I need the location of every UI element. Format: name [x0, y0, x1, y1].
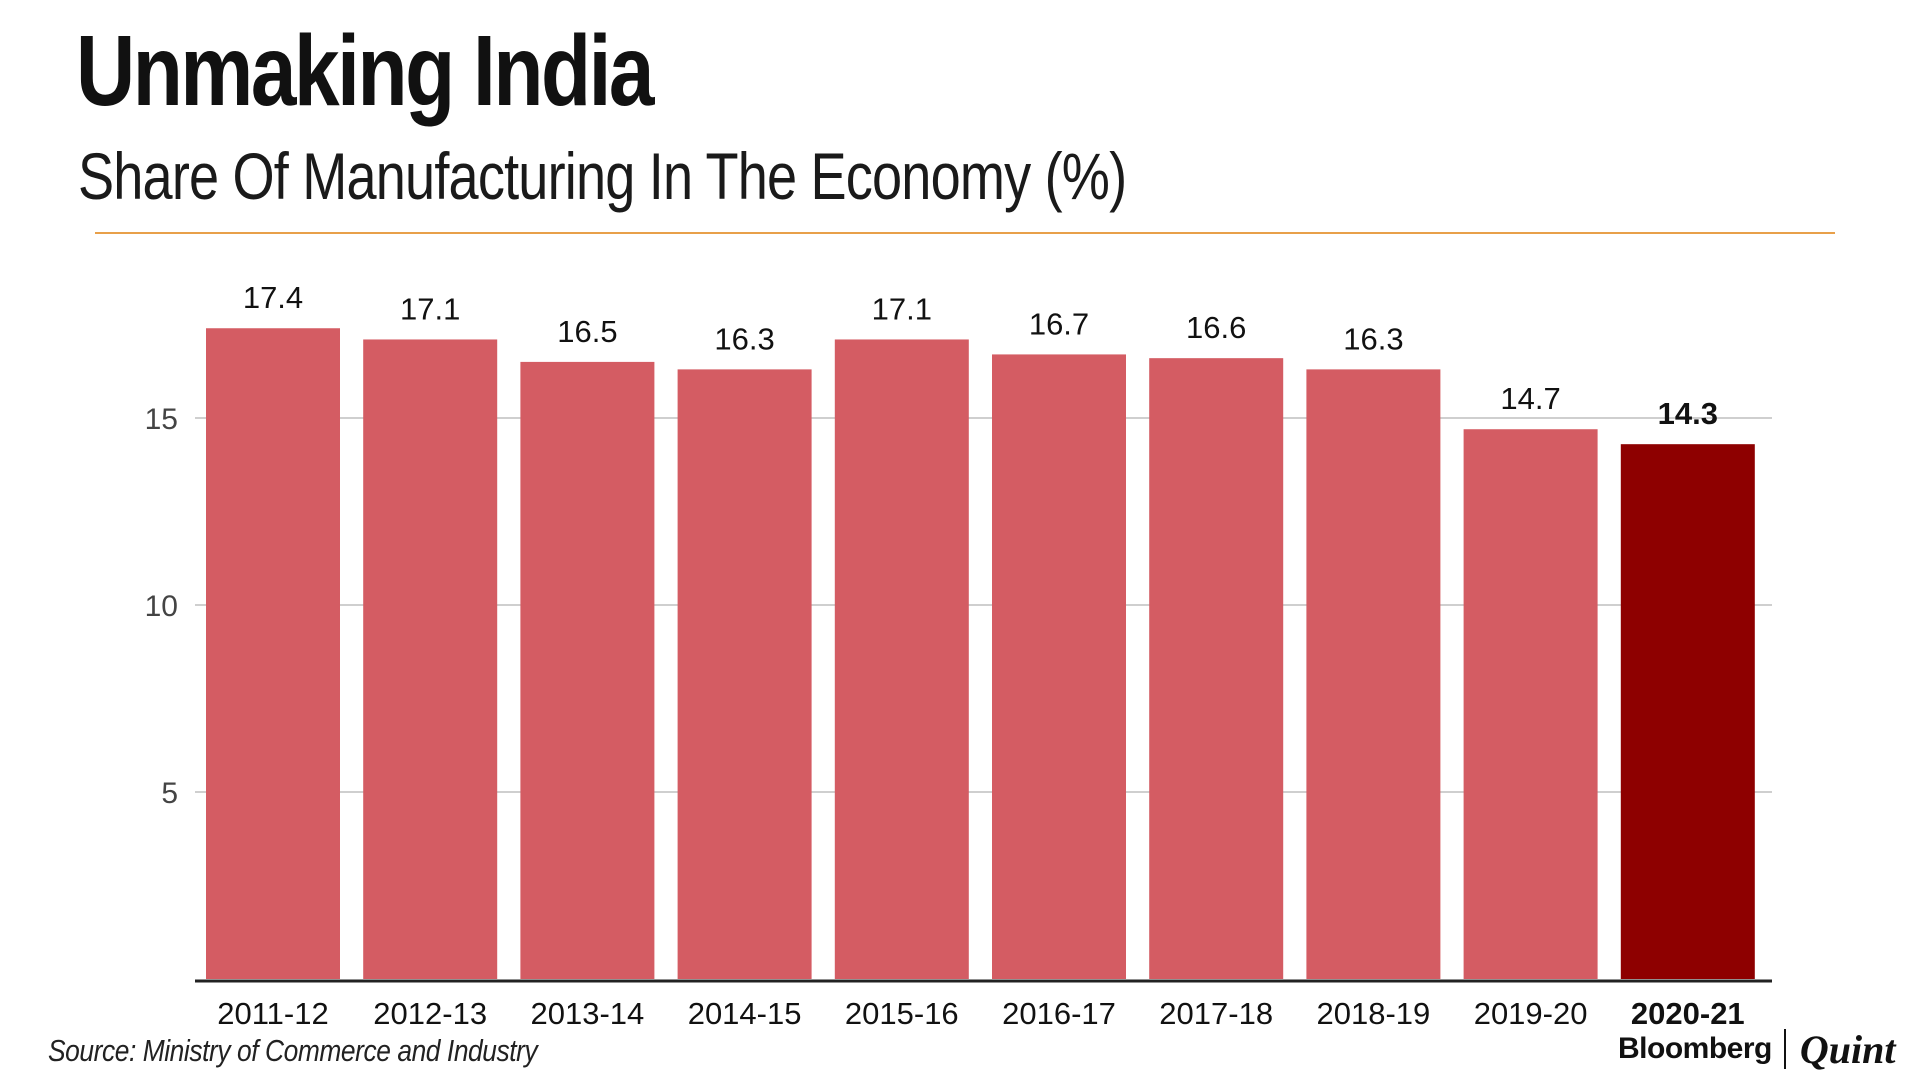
bar-2016-17 — [992, 354, 1126, 979]
bar-2013-14 — [520, 361, 655, 979]
bar-2018-19 — [1306, 369, 1441, 979]
data-label-2017-18: 16.6 — [1186, 310, 1246, 345]
bars — [206, 328, 1755, 980]
x-tick-label-2013-14: 2013-14 — [531, 996, 645, 1031]
title-divider — [95, 232, 1835, 234]
x-tick-label-2017-18: 2017-18 — [1159, 996, 1273, 1031]
y-axis-tick-labels: 5 10 15 — [145, 403, 178, 810]
bar-2012-13 — [363, 339, 498, 980]
data-label-2019-20: 14.7 — [1500, 381, 1560, 416]
bar-2015-16 — [834, 339, 969, 980]
y-tick-label: 10 — [145, 590, 178, 623]
data-label-2018-19: 16.3 — [1343, 321, 1403, 356]
y-tick-label: 15 — [145, 403, 178, 436]
x-axis-tick-labels: 2011-12 2012-13 2013-14 2014-15 2015-16 2016-… — [217, 996, 1744, 1031]
brand-bloomberg: Bloomberg — [1618, 1032, 1772, 1065]
bar-2019-20 — [1463, 429, 1598, 980]
data-label-2012-13: 17.1 — [400, 291, 460, 326]
data-label-2016-17: 16.7 — [1029, 306, 1089, 341]
bar-2017-18 — [1149, 358, 1284, 979]
data-label-2015-16: 17.1 — [872, 291, 932, 326]
brand-logo: Bloomberg Quint — [1618, 1026, 1895, 1072]
y-tick-label: 5 — [161, 777, 178, 810]
bar-2020-21 — [1620, 444, 1755, 979]
x-tick-label-2015-16: 2015-16 — [845, 996, 959, 1031]
x-tick-label-2011-12: 2011-12 — [217, 996, 328, 1031]
x-tick-label-2014-15: 2014-15 — [688, 996, 802, 1031]
chart-title: Unmaking India — [76, 15, 655, 127]
x-tick-label-2012-13: 2012-13 — [373, 996, 487, 1031]
data-label-2014-15: 16.3 — [714, 321, 774, 356]
data-label-2011-12: 17.4 — [243, 280, 303, 315]
bar-2011-12 — [206, 328, 340, 979]
data-labels: 17.4 17.1 16.5 16.3 17.1 16.7 16.6 16.3 14.7 14.3 — [243, 280, 1718, 431]
brand-quint: Quint — [1799, 1026, 1896, 1072]
x-tick-label-2020-21: 2020-21 — [1631, 996, 1745, 1031]
source-note: Source: Ministry of Commerce and Industr… — [48, 1033, 538, 1068]
x-tick-label-2016-17: 2016-17 — [1002, 996, 1116, 1031]
data-label-2013-14: 16.5 — [557, 314, 617, 349]
bar-2014-15 — [677, 369, 812, 979]
data-label-2020-21: 14.3 — [1658, 396, 1718, 431]
x-tick-label-2018-19: 2018-19 — [1317, 996, 1431, 1031]
x-tick-label-2019-20: 2019-20 — [1474, 996, 1588, 1031]
chart-subtitle: Share Of Manufacturing In The Economy (%… — [78, 139, 1127, 213]
brand-divider — [1783, 1029, 1786, 1069]
